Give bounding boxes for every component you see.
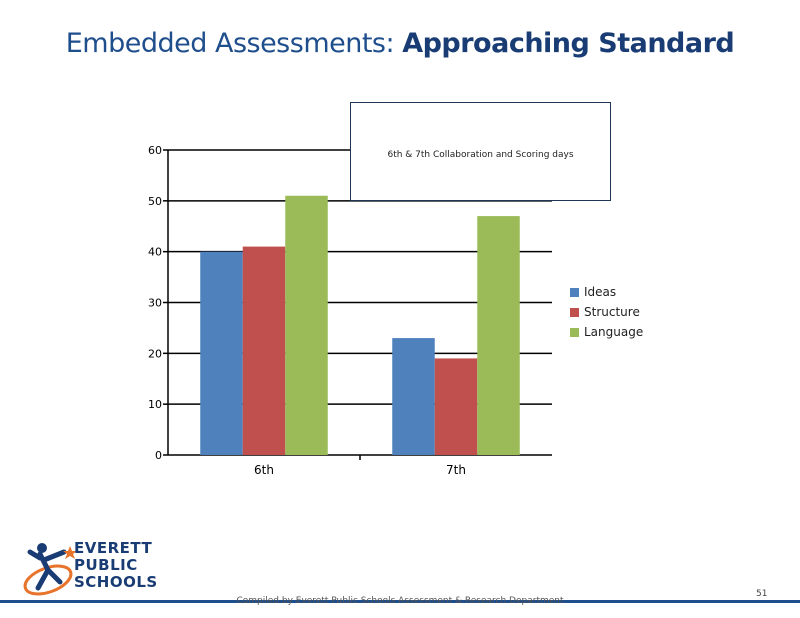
legend-item-ideas: Ideas: [570, 282, 643, 302]
logo-figure-icon: [23, 543, 77, 596]
logo-line-2: PUBLIC: [74, 556, 138, 574]
y-tick-label: 50: [148, 195, 162, 208]
x-tick-label: 7th: [446, 463, 466, 477]
bar-ideas-6th: [200, 251, 243, 455]
legend-swatch-ideas: [570, 287, 579, 297]
title-bold: Approaching Standard: [402, 28, 735, 59]
bar-language-7th: [477, 216, 520, 455]
annotation-box: 6th & 7th Collaboration and Scoring days: [350, 102, 611, 201]
logo-line-1: EVERETT: [74, 539, 153, 557]
slide-title: Embedded Assessments: Approaching Standa…: [0, 28, 800, 59]
annotation-text: 6th & 7th Collaboration and Scoring days: [387, 150, 574, 160]
legend-label-ideas: Ideas: [584, 285, 617, 299]
chart-legend: Ideas Structure Language: [570, 282, 643, 342]
legend-swatch-structure: [570, 307, 579, 317]
footer-rule: [0, 600, 800, 603]
footer-text: Compiled by Everett Public Schools Asses…: [236, 596, 564, 606]
bar-structure-7th: [434, 358, 478, 455]
logo-line-3: SCHOOLS: [74, 573, 158, 591]
legend-item-language: Language: [570, 322, 643, 342]
y-tick-label: 60: [148, 144, 162, 157]
title-prefix: Embedded Assessments:: [65, 28, 403, 59]
x-tick-label: 6th: [254, 463, 274, 477]
bar-language-6th: [285, 195, 328, 455]
page-number: 51: [756, 589, 768, 599]
y-tick-label: 10: [148, 398, 162, 411]
district-logo: EVERETT PUBLIC SCHOOLS: [20, 540, 170, 602]
bar-structure-6th: [242, 246, 286, 455]
legend-swatch-language: [570, 327, 579, 337]
y-tick-label: 40: [148, 246, 162, 259]
legend-label-language: Language: [584, 325, 644, 339]
bar-ideas-7th: [392, 338, 435, 455]
y-tick-label: 30: [148, 297, 162, 310]
logo-text: EVERETT PUBLIC SCHOOLS: [74, 540, 158, 591]
legend-label-structure: Structure: [584, 305, 640, 319]
y-tick-label: 20: [148, 347, 162, 360]
y-tick-label: 0: [155, 449, 162, 462]
legend-item-structure: Structure: [570, 302, 643, 322]
